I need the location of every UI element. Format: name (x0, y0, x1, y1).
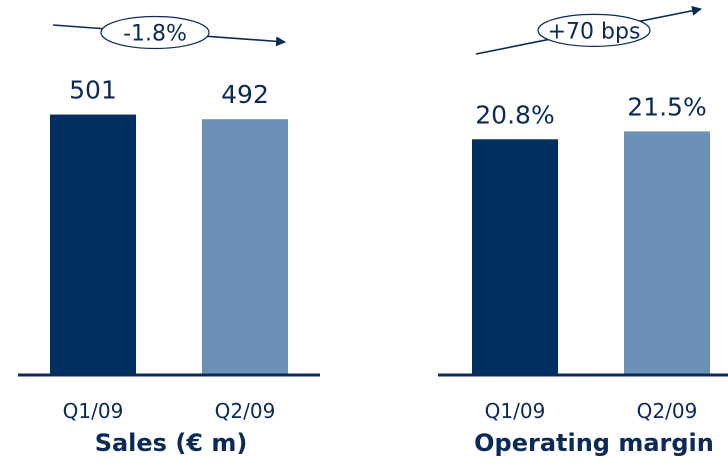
chart-title: Sales (€ m) (95, 429, 248, 457)
change-ellipse (100, 15, 210, 50)
x-tick-label: Q2/09 (637, 399, 698, 423)
change-label: +70 bps (548, 19, 641, 44)
x-tick-label: Q1/09 (63, 399, 124, 423)
bar-q1-09 (472, 139, 558, 374)
x-tick-label: Q2/09 (215, 399, 276, 423)
data-label: 501 (69, 76, 117, 105)
change-label: -1.8% (123, 21, 187, 46)
chart-group-1: 20.8% Q1/09 21.5% Q2/09 +70 bps Operating mar… (438, 5, 728, 457)
bar-q2-09 (202, 119, 288, 374)
chart-title: Operating margin (474, 429, 714, 457)
chart-group-0: 501 Q1/09 492 Q2/09 -1.8% Sales (€ m) (18, 15, 320, 457)
bar-q1-09 (50, 114, 136, 374)
data-label: 20.8% (475, 100, 554, 129)
x-tick-label: Q1/09 (485, 399, 546, 423)
change-ellipse (537, 13, 651, 47)
data-label: 492 (221, 80, 269, 109)
bar-q2-09 (624, 131, 710, 374)
data-label: 21.5% (627, 92, 706, 121)
